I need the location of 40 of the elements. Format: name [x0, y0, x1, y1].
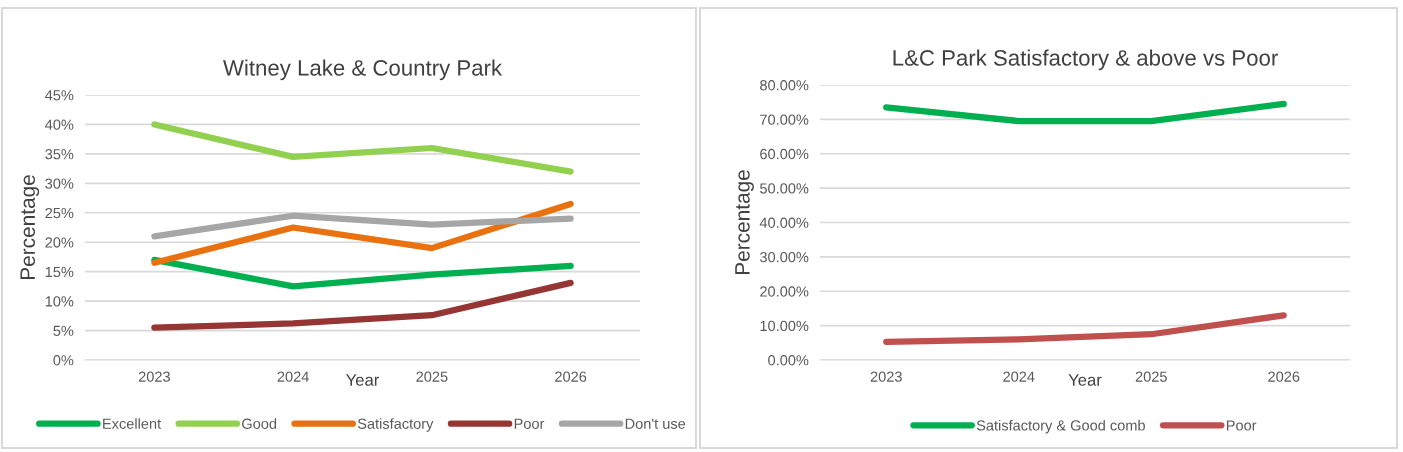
y-tick-label: 20.00%: [760, 286, 809, 297]
legend-label: Good: [242, 418, 277, 429]
x-tick-label: 2026: [555, 371, 587, 382]
x-tick-label: 2023: [138, 371, 170, 382]
y-tick-label: 15%: [45, 266, 74, 278]
y-tick-label: 40.00%: [759, 217, 809, 228]
y-tick-label: 40%: [45, 119, 74, 130]
chart-title: Witney Lake & Country Park: [223, 59, 503, 81]
y-tick-label: 10%: [45, 296, 74, 307]
legend-label: Poor: [514, 418, 545, 429]
y-tick-label: 60.00%: [760, 148, 809, 160]
chart-title: L&C Park Satisfactory & above vs Poor: [893, 49, 1278, 71]
y-tick-label: 0%: [53, 355, 74, 366]
y-tick-label: 35%: [45, 148, 74, 160]
x-tick-label: 2023: [870, 371, 902, 382]
legend-label: Don't use: [625, 418, 686, 429]
legend-label: Poor: [1226, 420, 1257, 431]
x-axis-title: Year: [346, 374, 380, 386]
y-tick-label: 50.00%: [760, 183, 809, 194]
y-tick-label: 70.00%: [760, 114, 809, 125]
x-tick-label: 2025: [416, 371, 448, 382]
x-tick-label: 2024: [277, 371, 309, 382]
x-tick-label: 2026: [1268, 371, 1300, 382]
y-tick-label: 0.00%: [768, 355, 809, 366]
y-tick-label: 80.00%: [760, 80, 809, 91]
y-tick-label: 45%: [45, 90, 74, 101]
legend-label: Excellent: [103, 418, 162, 429]
legend-label: Satisfactory: [357, 418, 434, 432]
y-axis-title: Percentage: [20, 175, 40, 280]
y-tick-label: 5%: [53, 325, 74, 336]
y-tick-label: 25%: [45, 207, 74, 219]
x-tick-label: 2025: [1135, 371, 1167, 382]
y-tick-label: 30%: [45, 178, 74, 189]
y-tick-label: 30.00%: [759, 251, 809, 263]
legend-label: Satisfactory & Good comb: [976, 419, 1145, 434]
x-axis-title: Year: [1068, 374, 1102, 386]
y-tick-label: 20%: [45, 237, 74, 248]
x-tick-label: 2024: [1003, 371, 1035, 382]
y-axis-title: Percentage: [735, 170, 754, 275]
y-tick-label: 10.00%: [760, 320, 809, 332]
